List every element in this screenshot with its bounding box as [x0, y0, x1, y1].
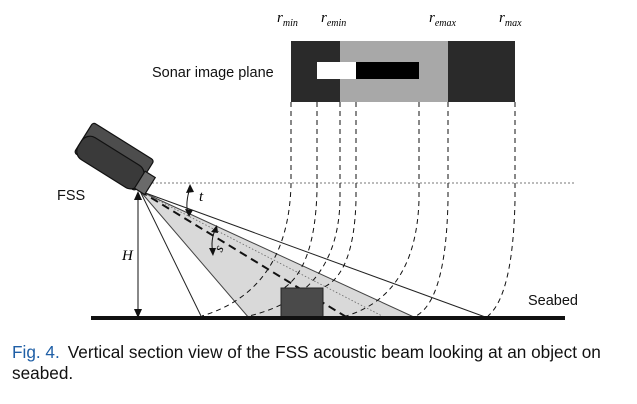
projection-r-min [201, 102, 292, 317]
height-label: H [121, 248, 134, 264]
beam-upper-edge [139, 190, 489, 319]
figure-caption: Fig. 4. Vertical section view of the FSS … [12, 342, 628, 384]
projection-object-start [280, 102, 318, 291]
object-highlight [317, 62, 356, 79]
range-projection-curves [201, 102, 516, 317]
label-r-emin: remin [321, 10, 346, 29]
projection-shadow-end [345, 102, 420, 317]
projection-r-max [487, 102, 516, 317]
object-shadow [356, 62, 419, 79]
fss-label: FSS [57, 188, 85, 204]
fss-sonar-device [74, 122, 157, 196]
height-indicator [134, 191, 142, 318]
label-r-min: rmin [277, 10, 298, 29]
projection-r-emax [415, 102, 449, 317]
beam-axis [139, 190, 349, 319]
acoustic-beam [139, 190, 489, 319]
sonar-image-plane [291, 41, 515, 102]
seabed-line [91, 316, 565, 320]
beam-lower-edge [139, 190, 203, 319]
seabed-object [280, 287, 324, 319]
projection-object-end [321, 102, 357, 289]
tilt-angle-arc [185, 184, 194, 217]
caption-text: Vertical section view of the FSS acousti… [12, 342, 601, 383]
projection-r-emin [248, 102, 341, 317]
beam-cone [139, 190, 417, 319]
sonar-image-plane-label: Sonar image plane [152, 65, 274, 81]
spread-angle-arc [209, 225, 218, 256]
beam-axis-secondary [139, 190, 387, 319]
tilt-label: t [199, 189, 204, 205]
caption-prefix: Fig. 4. [12, 342, 60, 362]
label-r-emax: remax [429, 10, 457, 29]
seabed-label: Seabed [528, 293, 578, 309]
label-r-max: rmax [499, 10, 522, 29]
